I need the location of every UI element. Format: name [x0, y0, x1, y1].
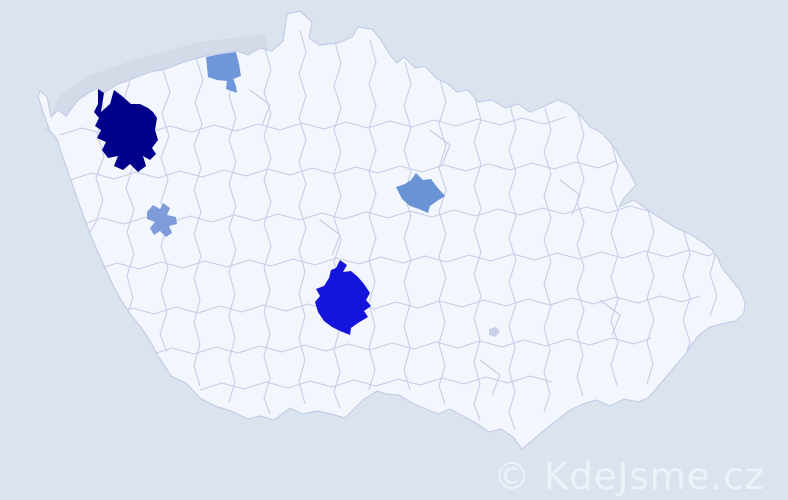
- watermark-text: © KdeJsme.cz: [493, 455, 765, 498]
- district-highlight-south-central[interactable]: [315, 260, 371, 335]
- district-highlight-central[interactable]: [396, 173, 445, 213]
- district-highlight-north[interactable]: [206, 52, 241, 93]
- district-highlight-west[interactable]: [147, 203, 177, 237]
- district-highlight-northwest[interactable]: [94, 89, 158, 172]
- district-borders-mesh: [59, 29, 726, 431]
- small-district-marker: [489, 327, 500, 337]
